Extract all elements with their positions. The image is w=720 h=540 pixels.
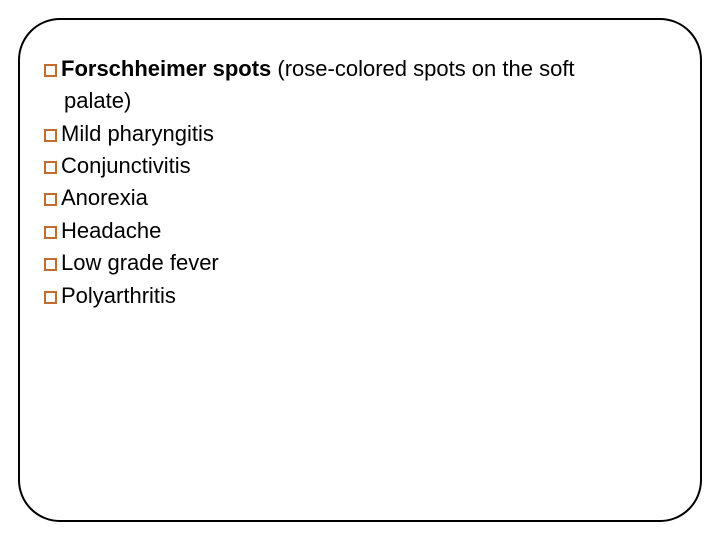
bullet-icon [44,226,57,239]
bullet-icon [44,193,57,206]
item-rest-text: (rose-colored spots on the soft [271,56,574,81]
item-text: Mild pharyngitis [61,121,214,146]
list-item: Forschheimer spots (rose-colored spots o… [44,54,676,84]
item-bold-text: Forschheimer spots [61,56,271,81]
bullet-icon [44,64,57,77]
item-text: Low grade fever [61,250,219,275]
bullet-icon [44,161,57,174]
content-area: Forschheimer spots (rose-colored spots o… [44,54,676,313]
item-continuation: palate) [64,86,676,116]
bullet-icon [44,129,57,142]
list-item: Polyarthritis [44,281,676,311]
list-item: Headache [44,216,676,246]
list-item: Mild pharyngitis [44,119,676,149]
item-text: Conjunctivitis [61,153,191,178]
bullet-icon [44,258,57,271]
item-text: Polyarthritis [61,283,176,308]
item-text: Headache [61,218,161,243]
list-item: Low grade fever [44,248,676,278]
item-text: Anorexia [61,185,148,210]
bullet-icon [44,291,57,304]
list-item: Conjunctivitis [44,151,676,181]
list-item: Anorexia [44,183,676,213]
rounded-frame: Forschheimer spots (rose-colored spots o… [18,18,702,522]
